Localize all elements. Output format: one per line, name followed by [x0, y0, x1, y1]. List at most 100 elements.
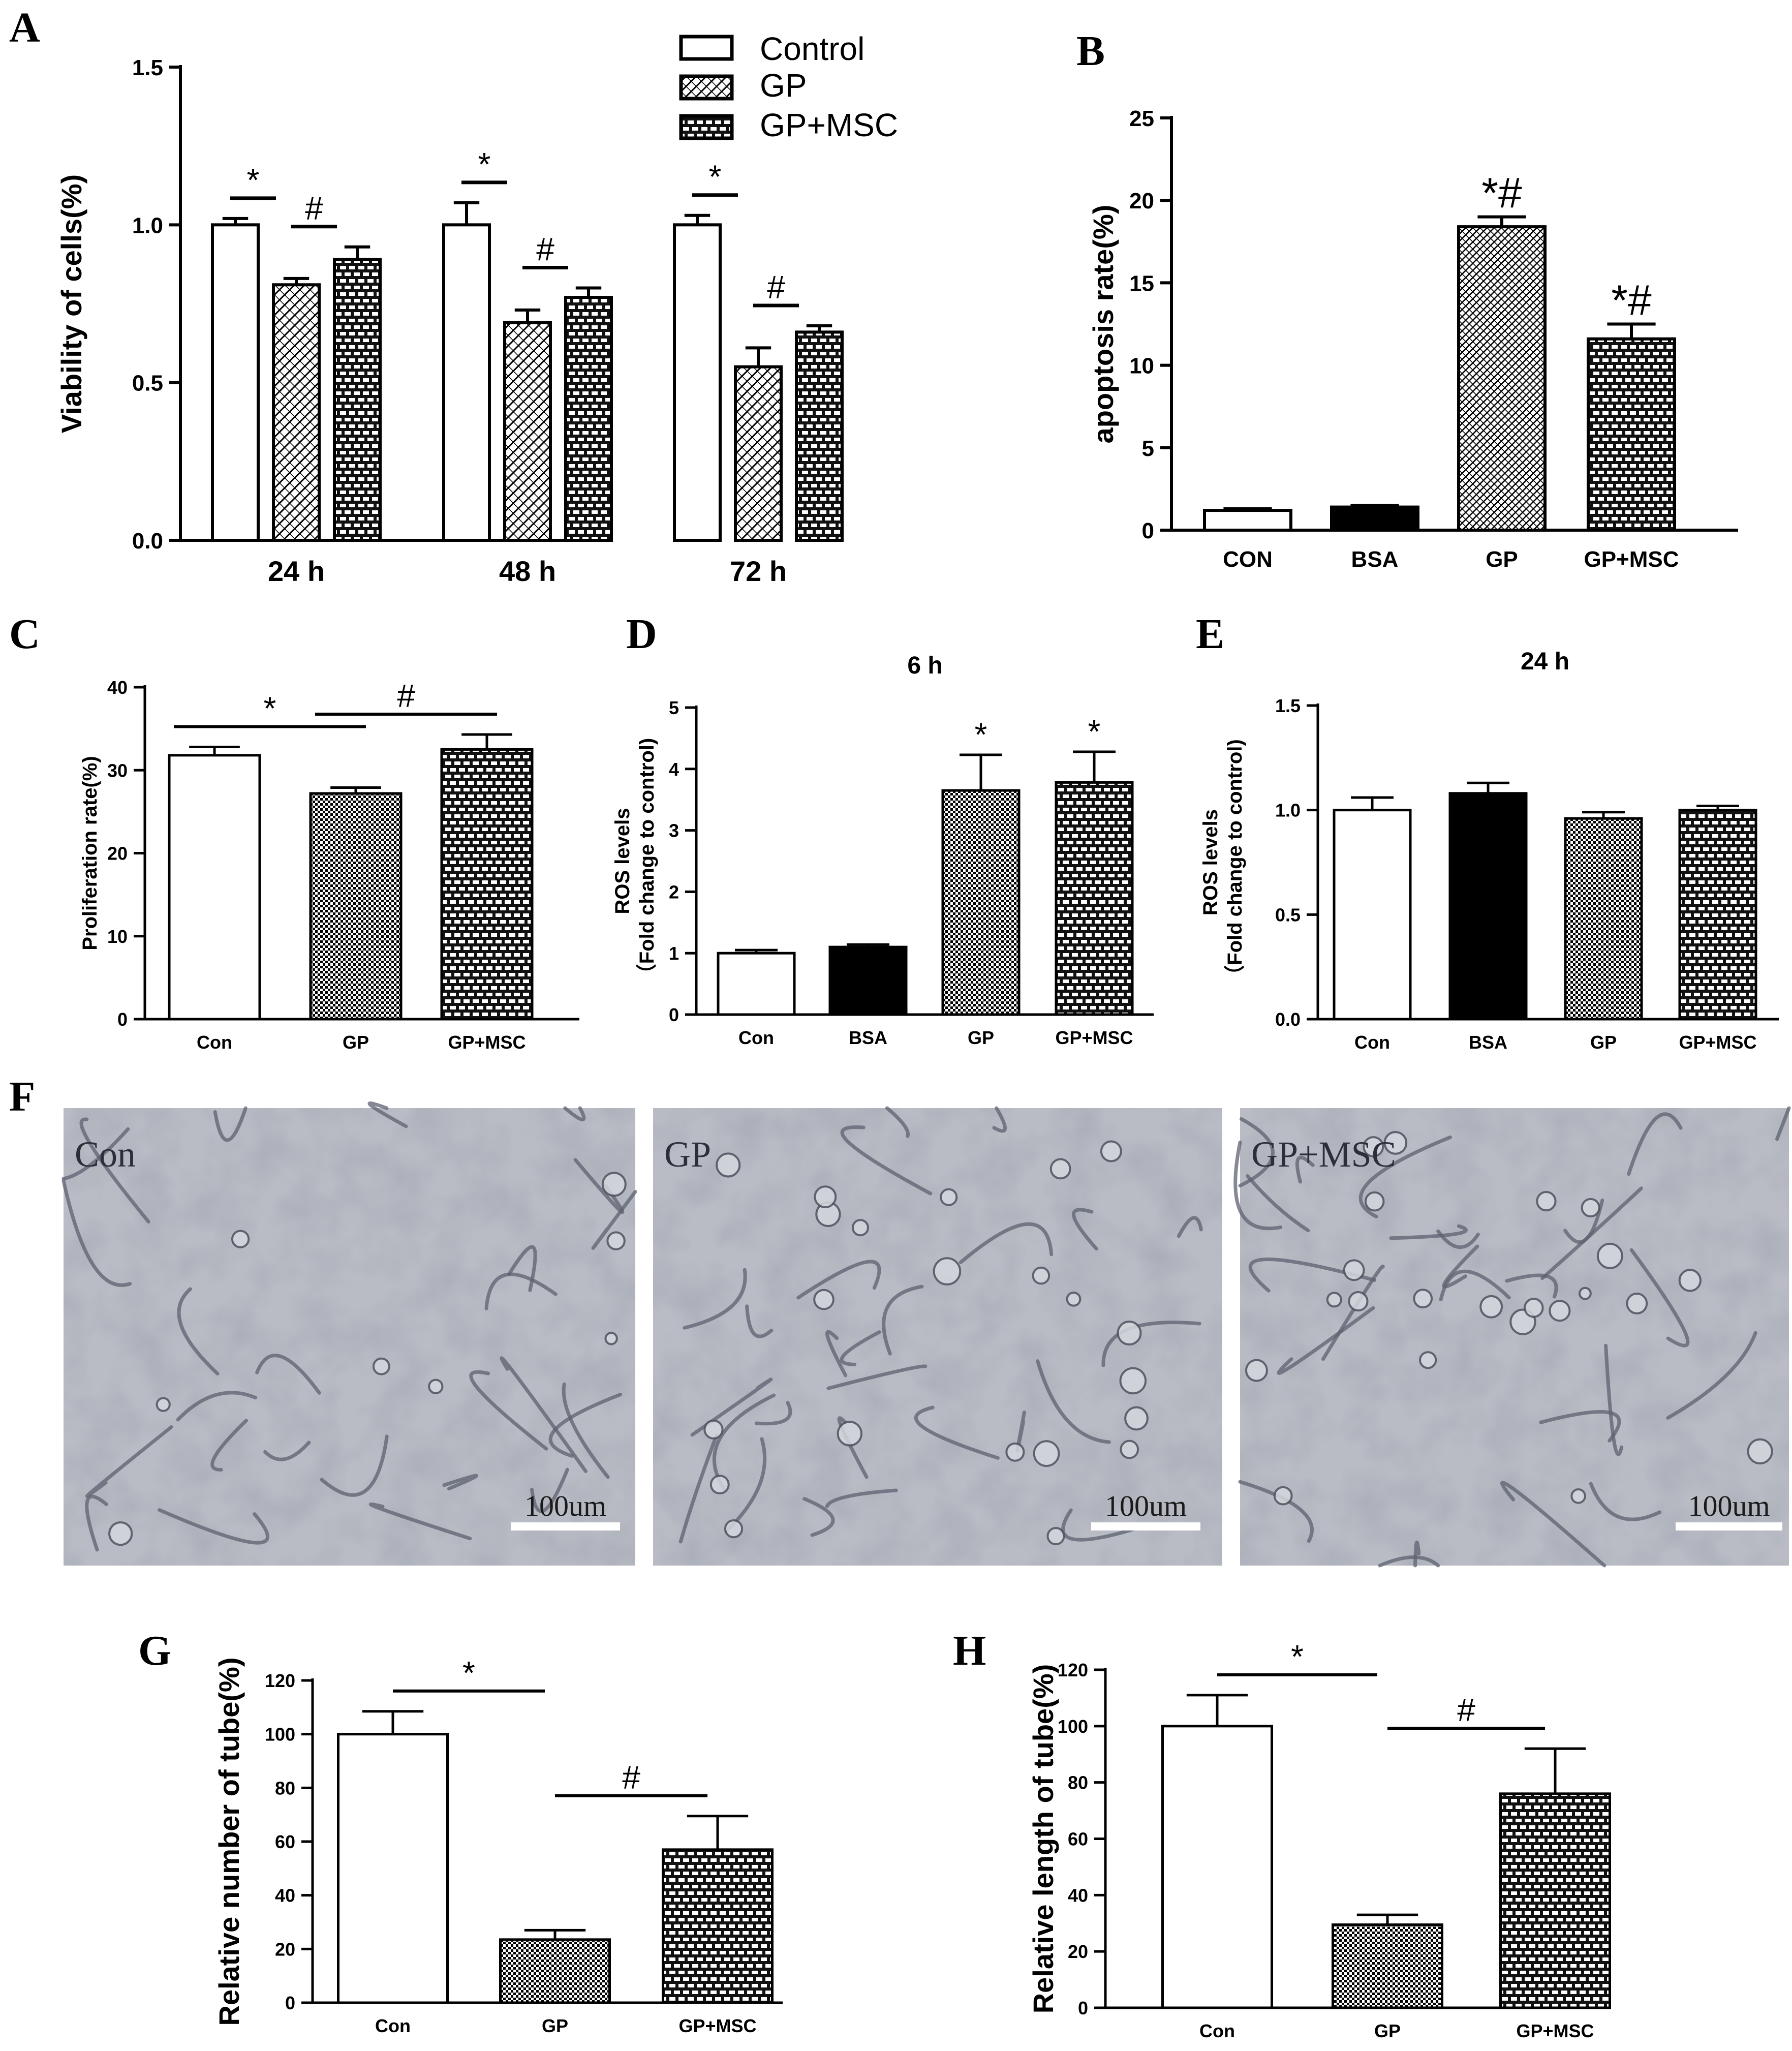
round-cell [703, 1419, 724, 1440]
significance-marker: * [462, 1655, 475, 1691]
y-axis-label: （Fold change to control) [1224, 739, 1246, 985]
significance-marker: # [536, 231, 554, 267]
y-axis-label: Proliferation rate(%) [79, 756, 101, 950]
significance-marker: * [1291, 1638, 1304, 1675]
bar [1678, 809, 1757, 1021]
cell-strand [802, 1497, 835, 1537]
bar [1332, 1923, 1443, 2009]
bar [1564, 817, 1643, 1021]
cell-strand [1248, 1258, 1377, 1293]
round-cell [1120, 1440, 1139, 1459]
panel-letter-d: D [626, 610, 657, 658]
panel-letter-h: H [953, 1627, 986, 1674]
significance-marker: * [264, 690, 276, 727]
chart-title: 24 h [1521, 648, 1569, 675]
cell-strand [1604, 1343, 1624, 1456]
y-tick-label: 10 [1129, 354, 1154, 379]
y-tick-label: 0 [669, 1004, 679, 1025]
round-cell [1100, 1140, 1122, 1162]
chart-panel-e: 0.0 0.5 1.0 1.5 ROS levels （Fold change to co… [1199, 648, 1779, 1053]
bar [337, 1733, 449, 2004]
cell-strand [1238, 1117, 1275, 1188]
significance-marker: * [478, 146, 491, 182]
micrograph-2: GP 100um [653, 1106, 1222, 1566]
y-tick-label: 5 [669, 697, 679, 718]
significance-marker: # [1457, 1692, 1475, 1728]
x-tick-label: 72 h [730, 555, 787, 587]
cell-strand [1061, 1508, 1135, 1542]
cell-strand [61, 1179, 132, 1287]
y-tick-label: 1.5 [1275, 695, 1301, 716]
y-tick-label: 20 [1129, 189, 1154, 213]
cell-strand [85, 1425, 173, 1498]
round-cell [813, 1289, 835, 1310]
round-cell [428, 1379, 444, 1394]
significance-marker: # [305, 190, 323, 227]
round-cell [601, 1172, 627, 1197]
panel-letter-c: C [9, 610, 40, 658]
round-cell [1419, 1351, 1437, 1369]
round-cell [1032, 1266, 1051, 1285]
round-cell [1049, 1158, 1071, 1180]
round-cell [1066, 1291, 1082, 1307]
round-cell [156, 1397, 171, 1412]
cell-strand [690, 1377, 773, 1437]
y-tick-label: 40 [1068, 1885, 1088, 1906]
cell-strand [1246, 1174, 1310, 1233]
chart-panel-c: 0 10 20 30 40 Proliferation rate(%) Con GP GP+MS… [79, 677, 579, 1053]
cell-strand [158, 1508, 270, 1545]
round-cell [1119, 1367, 1147, 1395]
y-tick-label: 0.0 [132, 529, 163, 554]
cell-strand [840, 1330, 881, 1366]
cell-strand [1666, 1331, 1757, 1420]
round-cell [1578, 1287, 1592, 1300]
y-tick-label: 40 [275, 1885, 295, 1906]
cell-strand [79, 1117, 150, 1223]
cell-strand [1295, 1155, 1315, 1184]
panel-letter-b: B [1076, 27, 1105, 75]
cell-strand [1540, 1186, 1643, 1280]
y-tick-label: 1 [669, 943, 679, 964]
bar [211, 223, 260, 542]
chart-panel-d: 0 1 2 3 4 5 ROS levels （Fold change to control)… [611, 652, 1154, 1048]
scale-bar [1091, 1522, 1200, 1530]
cell-strand [469, 1370, 548, 1451]
cell-strand [725, 1437, 767, 1533]
cell-strand [320, 1434, 389, 1497]
significance-marker: * [1088, 713, 1101, 750]
bar [1499, 1792, 1611, 2009]
cell-strand [1036, 1359, 1111, 1444]
scale-bar [1676, 1522, 1782, 1530]
bar [499, 1938, 611, 2004]
significance-marker: * [247, 162, 260, 198]
cell-strand [255, 1354, 321, 1395]
y-tick-label: 20 [1068, 1941, 1088, 1962]
bar [795, 330, 844, 542]
significance-marker: # [397, 678, 415, 714]
bar [828, 945, 908, 1016]
x-tick-label: BSA [1469, 1032, 1507, 1053]
micrograph-label: Con [75, 1134, 136, 1175]
round-cell [1626, 1292, 1648, 1314]
y-tick-label: 3 [669, 820, 679, 841]
round-cell [372, 1357, 390, 1375]
bar [272, 283, 321, 542]
y-tick-label: 5 [1142, 436, 1154, 461]
cell-strand [210, 1419, 248, 1472]
legend-swatch-control [679, 35, 734, 61]
bar [564, 296, 613, 542]
panel-letter-g: G [138, 1627, 171, 1674]
y-tick-label: 0 [117, 1009, 128, 1030]
round-cell [606, 1231, 626, 1250]
bar [503, 321, 552, 542]
cell-strand [1358, 1135, 1453, 1219]
scale-bar-label: 100um [1688, 1489, 1770, 1522]
cell-strand [1072, 1208, 1098, 1251]
cell-strand [563, 1106, 586, 1122]
y-axis-label: ROS levels [611, 808, 634, 914]
bar [734, 365, 783, 542]
round-cell [1005, 1442, 1025, 1462]
significance-marker: * [709, 159, 722, 195]
x-tick-label: CON [1223, 547, 1273, 572]
